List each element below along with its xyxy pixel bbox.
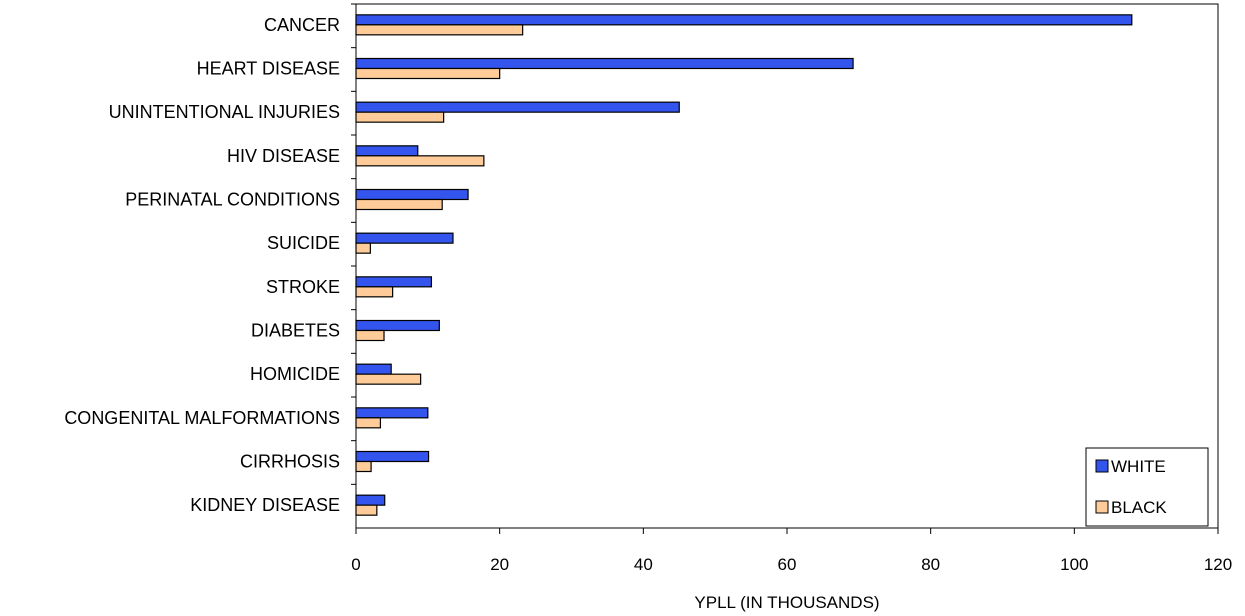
category-label-heart-disease: HEART DISEASE bbox=[197, 59, 340, 79]
bar-white-unintentional-injuries bbox=[355, 101, 680, 113]
category-label-perinatal-conditions: PERINATAL CONDITIONS bbox=[125, 190, 340, 210]
bar-black-kidney-disease bbox=[355, 504, 378, 516]
category-labels: CANCER HEART DISEASE UNINTENTIONAL INJURIE… bbox=[64, 3, 356, 515]
bar-white-congenital-malformations bbox=[355, 407, 429, 419]
legend-swatch-white bbox=[1095, 459, 1109, 473]
x-tick-label: 100 bbox=[1060, 555, 1088, 574]
category-label-kidney-disease: KIDNEY DISEASE bbox=[190, 495, 340, 515]
bars-group bbox=[355, 14, 1133, 516]
x-tick-label: 60 bbox=[778, 555, 797, 574]
category-label-cirrhosis: CIRRHOSIS bbox=[240, 452, 340, 472]
bar-white-suicide bbox=[355, 232, 454, 244]
bar-black-homicide bbox=[355, 373, 422, 385]
legend-label-white: WHITE bbox=[1111, 457, 1166, 476]
legend-swatch-black bbox=[1095, 500, 1109, 514]
x-axis-ticks: 0 20 40 60 80 100 120 bbox=[351, 528, 1232, 574]
plot-area bbox=[355, 3, 1219, 529]
x-tick-label: 20 bbox=[490, 555, 509, 574]
bar-white-cancer bbox=[355, 14, 1133, 26]
bar-black-heart-disease bbox=[355, 67, 501, 80]
x-tick-label: 80 bbox=[921, 555, 940, 574]
x-tick-label: 40 bbox=[634, 555, 653, 574]
bar-black-stroke bbox=[355, 286, 394, 298]
category-label-unintentional-injuries: UNINTENTIONAL INJURIES bbox=[109, 102, 340, 122]
bar-white-kidney-disease bbox=[355, 494, 386, 506]
bar-white-perinatal-conditions bbox=[355, 188, 469, 201]
x-axis-title: YPLL (IN THOUSANDS) bbox=[694, 593, 879, 612]
bar-white-heart-disease bbox=[355, 57, 854, 70]
bar-black-unintentional-injuries bbox=[355, 111, 445, 123]
bar-white-diabetes bbox=[355, 319, 440, 332]
category-label-diabetes: DIABETES bbox=[251, 321, 340, 341]
category-label-hiv-disease: HIV DISEASE bbox=[227, 146, 340, 166]
bar-black-cancer bbox=[355, 24, 524, 36]
bar-black-cirrhosis bbox=[355, 460, 372, 473]
legend: WHITE BLACK bbox=[1085, 447, 1209, 527]
bar-black-suicide bbox=[355, 242, 371, 254]
bar-white-hiv-disease bbox=[355, 145, 419, 157]
category-label-stroke: STROKE bbox=[266, 277, 340, 297]
category-label-congenital-malformations: CONGENITAL MALFORMATIONS bbox=[64, 408, 340, 428]
bar-white-stroke bbox=[355, 276, 433, 288]
bar-black-diabetes bbox=[355, 329, 385, 342]
bar-white-cirrhosis bbox=[355, 450, 430, 463]
bar-black-perinatal-conditions bbox=[355, 198, 443, 211]
legend-label-black: BLACK bbox=[1111, 498, 1167, 517]
category-label-homicide: HOMICIDE bbox=[250, 364, 340, 384]
bar-white-homicide bbox=[355, 363, 392, 375]
x-tick-label: 0 bbox=[351, 555, 360, 574]
category-label-suicide: SUICIDE bbox=[267, 233, 340, 253]
bar-black-congenital-malformations bbox=[355, 417, 382, 429]
category-label-cancer: CANCER bbox=[264, 15, 340, 35]
bar-black-hiv-disease bbox=[355, 155, 485, 167]
x-tick-label: 120 bbox=[1204, 555, 1232, 574]
